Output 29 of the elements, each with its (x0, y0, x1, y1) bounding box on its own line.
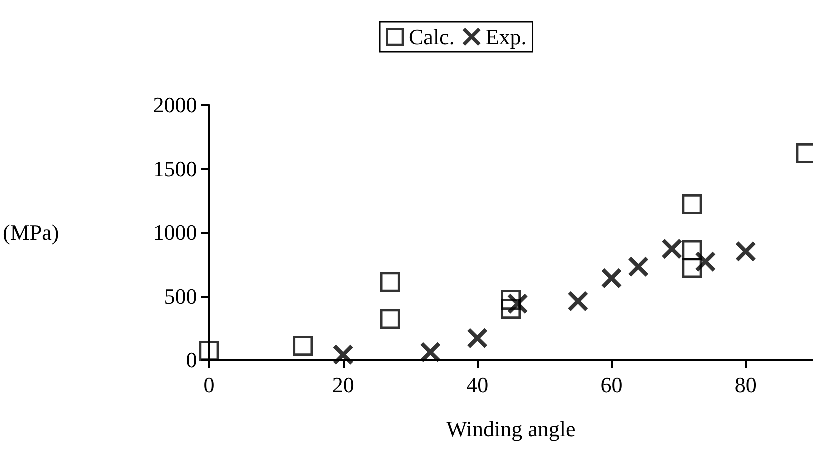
x-tick-label: 60 (600, 372, 623, 398)
point (662, 239, 682, 260)
y-tick-label: 1000 (153, 220, 198, 245)
point (628, 256, 649, 277)
point (333, 344, 354, 365)
point (199, 341, 220, 362)
y-tick-label: 0 (186, 348, 198, 372)
point (696, 252, 716, 272)
point (736, 242, 756, 262)
point (568, 291, 588, 312)
y-tick-label: 500 (164, 284, 198, 309)
point (508, 294, 528, 314)
x-tick-label: 40 (466, 372, 489, 398)
x-axis-title: Winding angle (446, 416, 576, 442)
y-tick-label: 1500 (153, 156, 198, 182)
y-tick-label: 2000 (153, 92, 198, 118)
x-tick-label: 0 (204, 372, 215, 398)
point (420, 342, 441, 362)
x-tick-label: 20 (332, 372, 354, 398)
point (380, 272, 400, 292)
legend-label: Exp. (486, 24, 527, 50)
y-axis-title: (MPa) (2, 220, 60, 245)
legend-label: Calc. (409, 24, 455, 50)
point (682, 194, 702, 214)
point (380, 309, 400, 330)
x-tick-label: 80 (734, 372, 757, 398)
point (468, 328, 488, 348)
point (293, 336, 314, 356)
point (602, 268, 622, 288)
